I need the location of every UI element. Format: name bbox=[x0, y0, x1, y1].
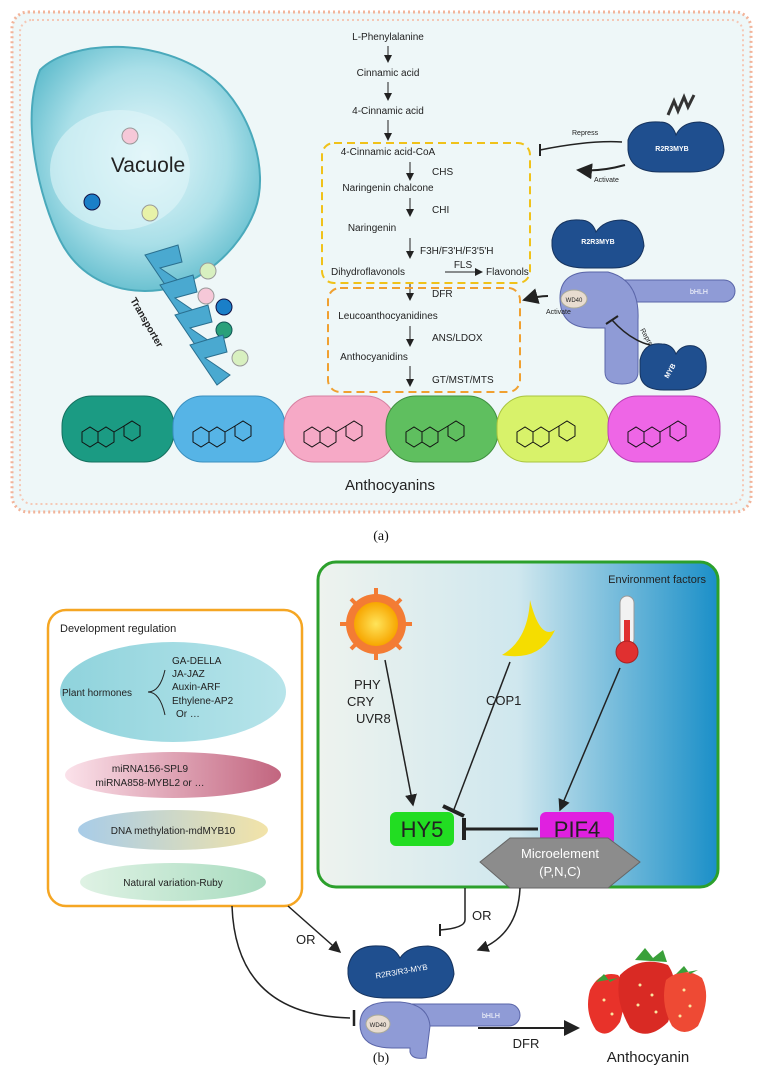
mbw-complex-b: R2R3/R3-MYB bHLH WD40 bbox=[347, 945, 521, 1059]
hormone-auxin-arf: Auxin-ARF bbox=[172, 682, 220, 693]
molecule-pelargonidin bbox=[61, 395, 175, 463]
enzyme-chs: CHS bbox=[432, 167, 453, 178]
enzyme-fls: FLS bbox=[454, 260, 473, 271]
hormone-or: Or … bbox=[176, 709, 200, 720]
compound-naringenin-chalcone: Naringenin chalcone bbox=[342, 183, 434, 194]
enzyme-chi: CHI bbox=[432, 205, 449, 216]
microelement-sub: (P,N,C) bbox=[539, 864, 581, 879]
enzyme-dfr: DFR bbox=[432, 289, 453, 300]
natural-variation-label: Natural variation-Ruby bbox=[123, 878, 223, 889]
anthocyanin-box bbox=[327, 287, 521, 393]
activate-label-2: Activate bbox=[546, 309, 571, 316]
molecule-cyanidin bbox=[172, 395, 286, 463]
mbw-complex-a: R2R3MYB bHLH WD40 bbox=[551, 219, 736, 385]
mirna-mybl2: miRNA858-MYBL2 or … bbox=[96, 778, 205, 789]
photoreceptor-phy: PHY bbox=[354, 677, 381, 692]
mirna-spl9: miRNA156-SPL9 bbox=[112, 764, 189, 775]
panel-a: Vacuole Transporter L-Phenylalanine Cinn… bbox=[10, 10, 753, 514]
r2r3myb-lower-label: R2R3MYB bbox=[581, 239, 614, 246]
vacuole-label: Vacuole bbox=[111, 154, 185, 177]
compound-4-cinnamic-acid: 4-Cinnamic acid bbox=[352, 106, 424, 117]
compound-naringenin: Naringenin bbox=[348, 223, 396, 234]
anthocyanins-label: Anthocyanins bbox=[345, 477, 435, 494]
wd40-label-b: WD40 bbox=[370, 1023, 387, 1029]
molecule-petunidin bbox=[496, 395, 610, 463]
or-label-dev: OR bbox=[296, 932, 316, 947]
microelement-shape bbox=[479, 837, 641, 889]
cop1-label: COP1 bbox=[486, 693, 521, 708]
photoreceptor-uvr8: UVR8 bbox=[356, 711, 391, 726]
hormones-ellipse bbox=[60, 642, 286, 742]
transporter-icon bbox=[144, 244, 231, 386]
natural-ellipse bbox=[80, 863, 266, 901]
compound-dihydroflavonols: Dihydroflavonols bbox=[331, 267, 405, 278]
r2r3myb-upper-label: R2R3MYB bbox=[655, 146, 688, 153]
bhlh-label-b: bHLH bbox=[482, 1013, 500, 1020]
moon-icon bbox=[502, 600, 555, 657]
r2r3myb-upper: R2R3MYB bbox=[627, 93, 725, 173]
thermometer-icon bbox=[615, 595, 639, 664]
compound-cinnamic-acid: Cinnamic acid bbox=[357, 68, 420, 79]
bhlh-label-a: bHLH bbox=[690, 289, 708, 296]
caption-a: (a) bbox=[373, 529, 389, 544]
compound-4-cinnamic-acid-coa: 4-Cinnamic acid-CoA bbox=[341, 147, 436, 158]
molecule-delphinidin bbox=[283, 395, 397, 463]
strawberry-icon bbox=[588, 948, 707, 1034]
molecule-malvidin bbox=[607, 395, 721, 463]
plant-hormones-label: Plant hormones bbox=[62, 688, 132, 699]
compound-l-phenylalanine: L-Phenylalanine bbox=[352, 32, 424, 43]
anthocyanin-label: Anthocyanin bbox=[607, 1049, 690, 1066]
compound-leucoanthocyanidines: Leucoanthocyanidines bbox=[338, 311, 438, 322]
activate-label-1: Activate bbox=[594, 177, 619, 184]
hormone-ga-della: GA-DELLA bbox=[172, 656, 222, 667]
compound-flavonols: Flavonols bbox=[486, 267, 529, 278]
dna-methylation-label: DNA methylation-mdMYB10 bbox=[111, 826, 236, 837]
mirna-ellipse bbox=[65, 752, 281, 798]
hormone-ja-jaz: JA-JAZ bbox=[172, 669, 205, 680]
hy5-box bbox=[390, 812, 454, 846]
anthocyanin-row bbox=[61, 395, 721, 463]
enzyme-gt: GT/MST/MTS bbox=[432, 375, 494, 386]
environment-title: Environment factors bbox=[608, 574, 706, 586]
myb-repressor: MYB bbox=[639, 343, 707, 391]
photoreceptor-cry: CRY bbox=[347, 694, 375, 709]
microelement-label: Microelement bbox=[521, 846, 599, 861]
molecule-peonidin bbox=[385, 395, 499, 463]
caption-b: (b) bbox=[373, 1051, 390, 1066]
enzyme-ans: ANS/LDOX bbox=[432, 333, 483, 344]
flavonoid-box bbox=[321, 142, 531, 284]
dfr-label: DFR bbox=[513, 1036, 540, 1051]
compound-anthocyanidins: Anthocyanidins bbox=[340, 352, 408, 363]
hy5-label: HY5 bbox=[401, 817, 444, 842]
wd40-label-a: WD40 bbox=[566, 298, 583, 304]
pigment-balls bbox=[83, 127, 249, 367]
panel-b: Environment factors Development regulati… bbox=[46, 560, 720, 1066]
hormone-ethylene-ap2: Ethylene-AP2 bbox=[172, 696, 234, 707]
pathway: L-Phenylalanine Cinnamic acid 4-Cinnamic… bbox=[331, 32, 529, 387]
or-label-env: OR bbox=[472, 908, 492, 923]
repress-label-1: Repress bbox=[572, 130, 599, 137]
sun-icon bbox=[340, 588, 412, 660]
enzyme-f3h: F3H/F3'H/F3'5'H bbox=[420, 246, 494, 257]
development-title: Development regulation bbox=[60, 623, 176, 635]
dna-ellipse bbox=[78, 810, 268, 850]
